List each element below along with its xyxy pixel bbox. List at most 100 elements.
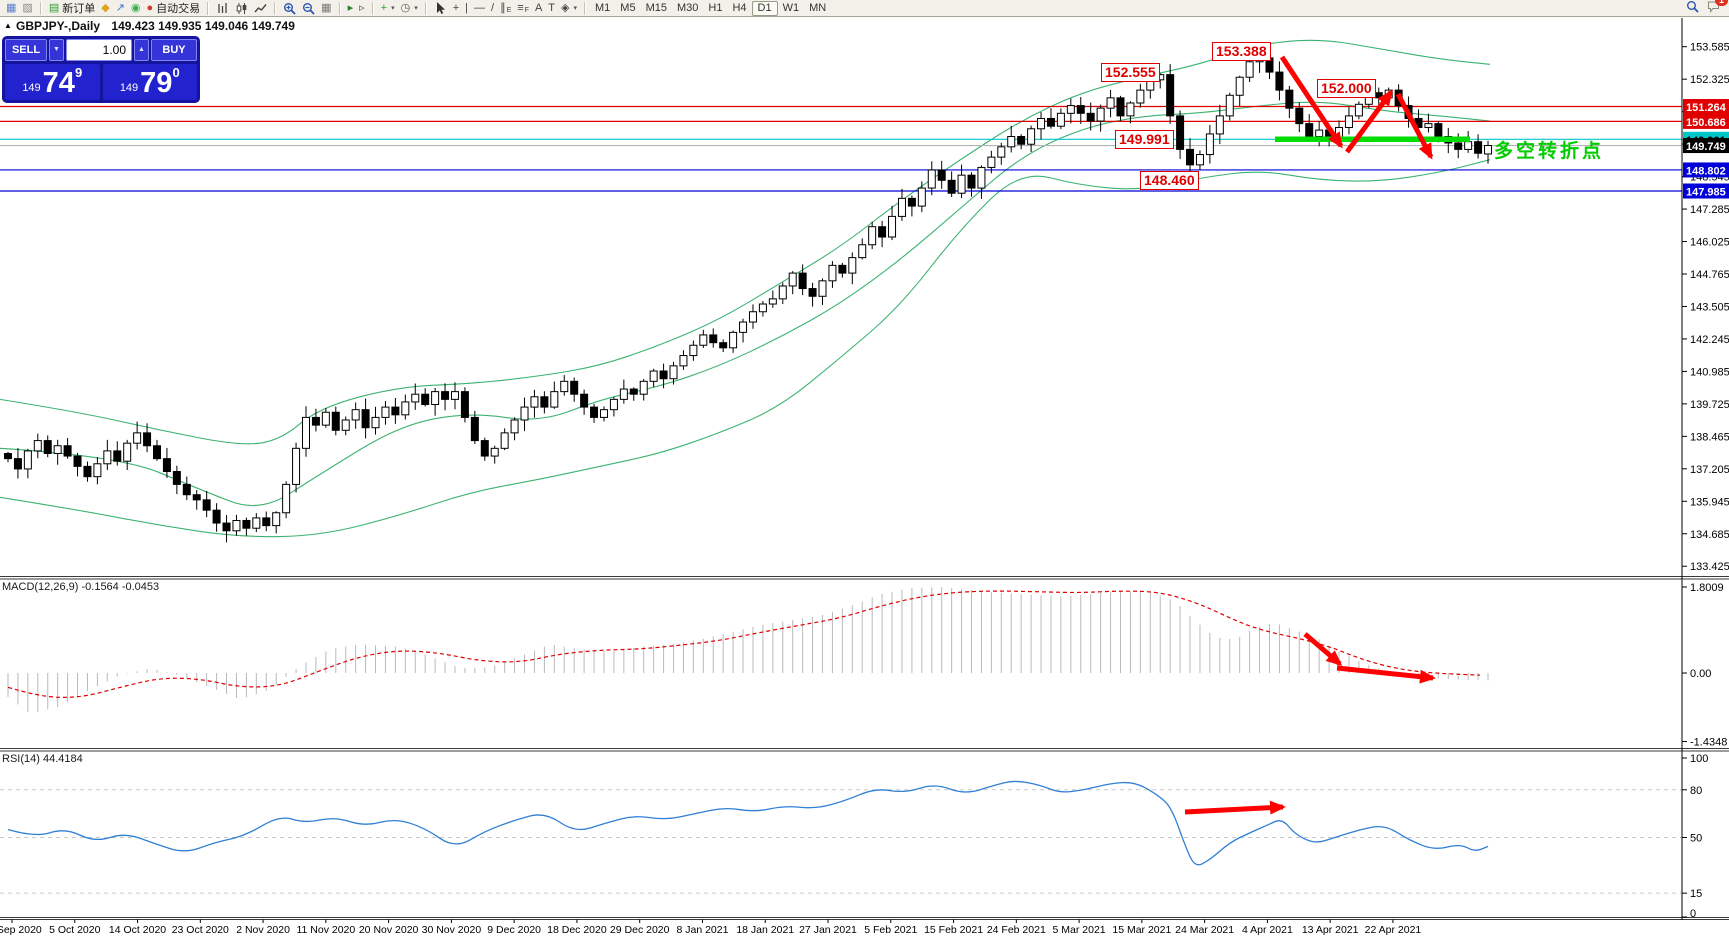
timeframe-w1[interactable]: W1 <box>782 2 800 14</box>
text-tool[interactable]: A <box>532 1 545 16</box>
buy-button[interactable]: BUY <box>151 39 197 61</box>
autotrade-button[interactable]: ● 自动交易 <box>144 1 204 16</box>
timeframe-d1[interactable]: D1 <box>751 0 778 16</box>
toolbar-separator <box>39 1 42 15</box>
date-axis-label: 9 Dec 2020 <box>487 924 541 936</box>
toolbar-right-icons: 1 <box>1686 0 1728 16</box>
date-axis-label: 25 Sep 2020 <box>0 924 42 936</box>
candlestick-chart-type-icon[interactable] <box>232 1 251 16</box>
candle-bull <box>252 517 261 529</box>
price-badge-147.985 <box>1683 183 1729 199</box>
candle-bear <box>1176 115 1185 150</box>
channel-tool[interactable]: ∥ E <box>497 1 514 16</box>
rsi-axis-label: 100 <box>1690 753 1708 765</box>
support-zone-bar[interactable] <box>1275 136 1470 143</box>
price-badge-label: 147.985 <box>1686 187 1726 199</box>
dropdown-caret-icon[interactable]: ▾ <box>391 5 395 12</box>
dropdown-caret-icon[interactable]: ▾ <box>414 5 418 12</box>
candle-bear <box>1017 136 1026 145</box>
deposit-icon[interactable]: ◆ <box>98 1 112 16</box>
notifications-icon[interactable]: 1 <box>1707 0 1728 16</box>
pivot-note-text[interactable]: 多空转折点 <box>1494 141 1605 162</box>
period-button[interactable]: ◷ ▾ <box>398 1 421 16</box>
arrows-tool[interactable]: ◈ ▾ <box>558 1 580 16</box>
volume-decrease-button[interactable]: ▼ <box>49 39 64 61</box>
candle-bull <box>778 285 787 300</box>
auto-scroll-icon[interactable]: ▸ <box>345 1 357 16</box>
zoom-out-icon[interactable] <box>299 1 318 16</box>
candle-bull <box>917 187 926 207</box>
timeframe-h4[interactable]: H4 <box>732 2 747 14</box>
macd-flat-arrow[interactable] <box>1336 665 1436 684</box>
candle-bear <box>540 396 549 408</box>
toolbar-separator <box>424 1 427 15</box>
candle-bull <box>788 272 797 287</box>
candle-bull <box>1195 154 1204 166</box>
macd-down-arrow[interactable] <box>1303 632 1343 666</box>
price-badge-149.749 <box>1683 138 1729 154</box>
horizontal-line-tool[interactable]: — <box>471 1 488 16</box>
signals-icon[interactable]: ◉ <box>128 1 144 16</box>
price-axis-label: 134.685 <box>1690 529 1729 541</box>
crosshair-tool[interactable]: + <box>450 1 462 16</box>
search-icon[interactable] <box>1686 0 1699 16</box>
notification-count-badge: 1 <box>1714 0 1728 6</box>
price-down-arrow-2[interactable] <box>1395 92 1434 160</box>
cursor-tool[interactable] <box>431 1 450 16</box>
price-tag-153.388[interactable]: 153.388 <box>1212 42 1271 61</box>
trendline-tool[interactable]: / <box>488 1 497 16</box>
price-up-arrow[interactable] <box>1344 89 1394 154</box>
candle-bull <box>292 447 301 485</box>
rsi-flat-arrow[interactable] <box>1184 800 1286 815</box>
dropdown-caret-icon[interactable]: ▾ <box>573 5 578 12</box>
price-tag-149.991[interactable]: 149.991 <box>1115 130 1174 149</box>
data-window-icon[interactable]: ▧ <box>19 1 35 16</box>
date-axis-label: 5 Mar 2021 <box>1053 924 1106 936</box>
timeframe-m15[interactable]: M15 <box>645 2 667 14</box>
vertical-line-glyph: | <box>465 1 469 14</box>
add-indicator-button[interactable]: + ▾ <box>378 1 398 16</box>
bid-price-panel[interactable]: 149 74 9 <box>5 64 100 100</box>
candle-bear <box>172 471 181 485</box>
price-badge-150.686 <box>1683 113 1729 129</box>
date-axis-label: 14 Oct 2020 <box>109 924 166 936</box>
candle-bear <box>1275 71 1284 91</box>
price-badge-label: 151.264 <box>1686 102 1727 114</box>
vertical-line-tool[interactable]: | <box>462 1 471 16</box>
charts-window-icon[interactable]: ▦ <box>3 1 19 16</box>
price-tag-152.555[interactable]: 152.555 <box>1101 63 1160 82</box>
price-tag-148.460[interactable]: 148.460 <box>1140 171 1199 190</box>
timeframe-mn[interactable]: MN <box>809 2 827 14</box>
rsi-pane <box>0 780 1682 894</box>
candle-bear <box>1454 142 1463 150</box>
ask-price-panel[interactable]: 149 79 0 <box>102 64 197 100</box>
candle-bear <box>1166 74 1175 117</box>
timeframe-m5[interactable]: M5 <box>620 2 636 14</box>
zoom-in-icon[interactable] <box>280 1 299 16</box>
volume-input[interactable] <box>66 39 132 61</box>
line-chart-type-icon[interactable] <box>251 1 270 16</box>
timeframe-h1[interactable]: H1 <box>708 2 723 14</box>
candle-bull <box>1315 129 1324 138</box>
candle-bull <box>272 512 281 527</box>
timeframe-m30[interactable]: M30 <box>676 2 699 14</box>
candle-bull <box>450 391 459 400</box>
price-down-arrow-1[interactable] <box>1279 55 1344 149</box>
candle-bull <box>1126 102 1135 117</box>
publish-icon[interactable]: ↗ <box>113 1 128 16</box>
timeframe-m1[interactable]: M1 <box>595 2 611 14</box>
label-tool[interactable]: T <box>545 1 558 16</box>
price-axis-label: 143.505 <box>1690 301 1729 313</box>
price-axis-label: 144.765 <box>1690 269 1729 281</box>
chart-shift-icon[interactable]: ▹ <box>356 1 368 16</box>
candle-bull <box>123 442 132 462</box>
sell-button[interactable]: SELL <box>5 39 47 61</box>
new-order-button[interactable]: ▤ 新订单 <box>46 1 98 16</box>
tile-windows-icon[interactable]: ▦ <box>318 1 334 16</box>
price-tag-152.000[interactable]: 152.000 <box>1317 79 1376 98</box>
volume-increase-button[interactable]: ▲ <box>134 39 149 61</box>
fibonacci-tool[interactable]: ≡ F <box>514 1 532 16</box>
autotrade-glyph: ● <box>146 1 154 14</box>
bar-chart-type-icon[interactable] <box>213 1 232 16</box>
